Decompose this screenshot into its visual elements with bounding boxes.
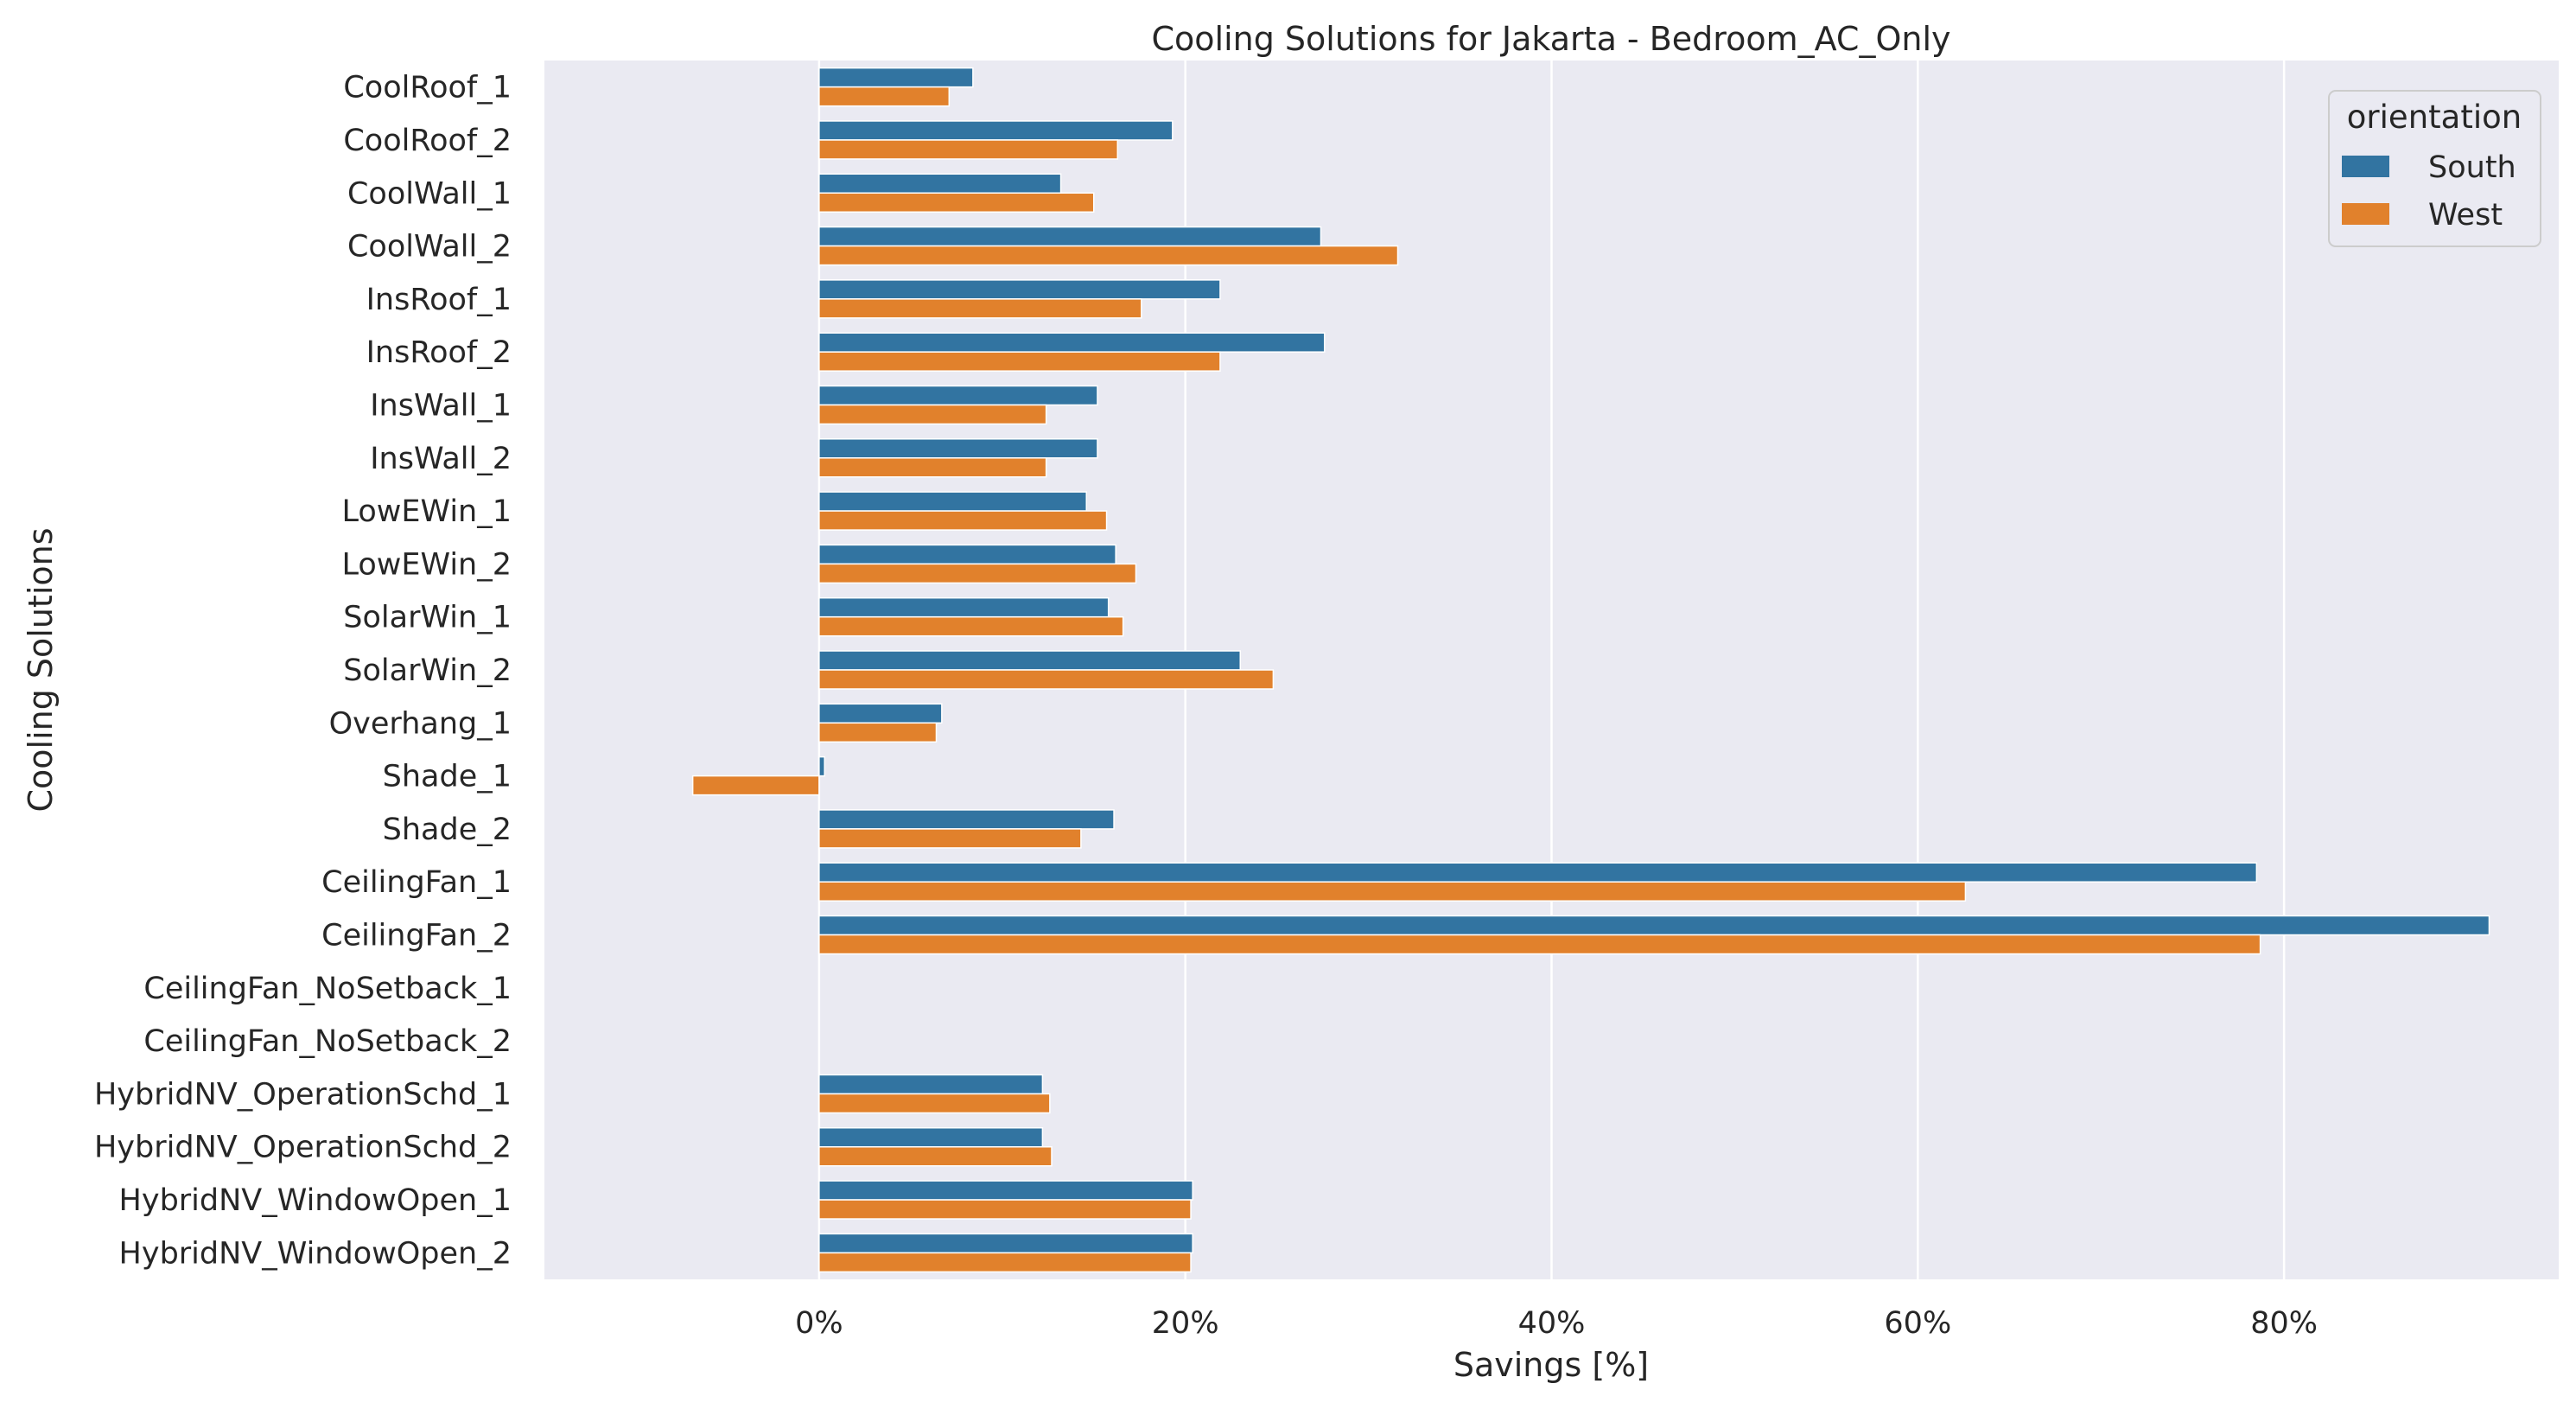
y-tick-label: CeilingFan_1 <box>321 865 512 900</box>
y-tick-label: CeilingFan_NoSetback_1 <box>143 972 512 1006</box>
bar-west-coolwall-1 <box>818 192 1095 214</box>
legend-swatch-south <box>2342 156 2389 177</box>
y-tick-label: CoolRoof_2 <box>343 124 512 158</box>
bar-south-insroof-1 <box>818 279 1221 300</box>
x-axis-title: Savings [%] <box>1453 1346 1649 1384</box>
bar-south-inswall-1 <box>818 385 1098 406</box>
bar-west-insroof-2 <box>818 351 1221 372</box>
bar-west-inswall-2 <box>818 457 1047 478</box>
bar-south-lowewin-2 <box>818 544 1116 565</box>
bar-west-ceilingfan-1 <box>818 881 1967 902</box>
y-tick-label: HybridNV_WindowOpen_1 <box>119 1183 512 1218</box>
bar-south-solarwin-2 <box>818 650 1242 671</box>
bar-south-lowewin-1 <box>818 491 1088 512</box>
y-tick-label: CeilingFan_2 <box>321 919 512 953</box>
bar-south-coolroof-2 <box>818 120 1174 141</box>
y-tick-label: LowEWin_2 <box>341 547 512 582</box>
y-tick-label: SolarWin_1 <box>343 601 512 635</box>
bar-south-shade-1 <box>818 756 825 777</box>
bar-west-overhang-1 <box>818 722 938 743</box>
y-tick-label: Overhang_1 <box>329 706 512 741</box>
x-tick-labels: 0% 20% 40% 60% 80% <box>795 1306 2318 1341</box>
y-tick-label: InsWall_1 <box>370 388 512 423</box>
bar-west-insroof-1 <box>818 298 1142 319</box>
bar-series-group <box>691 67 2490 1273</box>
bar-west-coolwall-2 <box>818 245 1399 266</box>
bar-west-shade-2 <box>818 828 1082 849</box>
y-tick-label: HybridNV_OperationSchd_1 <box>94 1077 512 1112</box>
bar-west-lowewin-2 <box>818 563 1137 584</box>
bar-west-solarwin-1 <box>818 615 1124 637</box>
x-tick-label: 60% <box>1884 1306 1951 1341</box>
bar-south-ceilingfan-1 <box>818 862 2258 883</box>
bar-west-coolroof-1 <box>818 86 951 107</box>
y-tick-label: CoolWall_1 <box>347 176 512 211</box>
legend-label-west: West <box>2428 198 2503 233</box>
bar-west-hybridnv-operationschd-2 <box>818 1145 1053 1167</box>
bar-south-hybridnv-windowopen-2 <box>818 1233 1193 1254</box>
x-tick-label: 20% <box>1152 1306 1219 1341</box>
bar-south-ceilingfan-2 <box>818 915 2490 936</box>
y-tick-label: HybridNV_OperationSchd_2 <box>94 1131 512 1165</box>
bar-south-hybridnv-operationschd-1 <box>818 1074 1044 1095</box>
y-tick-labels: CoolRoof_1 CoolRoof_2 CoolWall_1 CoolWall_2… <box>94 71 512 1272</box>
y-tick-label: Shade_2 <box>383 813 512 847</box>
y-tick-label: LowEWin_1 <box>341 494 512 529</box>
legend-title: orientation <box>2347 99 2522 136</box>
bar-west-coolroof-2 <box>818 139 1119 160</box>
legend-label-south: South <box>2428 150 2516 185</box>
bar-south-inswall-2 <box>818 438 1098 459</box>
bar-west-ceilingfan-2 <box>818 934 2261 955</box>
bar-west-hybridnv-operationschd-1 <box>818 1093 1051 1114</box>
bar-south-overhang-1 <box>818 703 943 724</box>
y-tick-label: CoolWall_2 <box>347 230 512 265</box>
bar-south-coolwall-2 <box>818 226 1322 247</box>
bar-south-hybridnv-windowopen-1 <box>818 1180 1193 1201</box>
y-tick-label: InsRoof_1 <box>366 283 512 317</box>
bar-west-hybridnv-windowopen-2 <box>818 1252 1192 1273</box>
bar-west-hybridnv-windowopen-1 <box>818 1199 1192 1220</box>
bar-south-hybridnv-operationschd-2 <box>818 1126 1044 1148</box>
bar-south-insroof-2 <box>818 332 1326 353</box>
legend: orientation South West <box>2328 90 2541 247</box>
bar-south-shade-2 <box>818 809 1115 830</box>
bar-south-solarwin-1 <box>818 596 1110 618</box>
y-tick-label: InsWall_2 <box>370 442 512 476</box>
x-tick-label: 40% <box>1518 1306 1586 1341</box>
bar-west-inswall-1 <box>818 404 1047 425</box>
legend-swatch-west <box>2342 203 2389 225</box>
y-axis-title: Cooling Solutions <box>22 527 60 812</box>
y-tick-label: InsRoof_2 <box>366 335 512 370</box>
x-tick-label: 80% <box>2250 1306 2318 1341</box>
chart-title: Cooling Solutions for Jakarta - Bedroom_… <box>1151 20 1950 58</box>
bar-south-coolroof-1 <box>818 67 974 88</box>
y-tick-label: CeilingFan_NoSetback_2 <box>143 1024 512 1059</box>
bar-west-solarwin-2 <box>818 669 1275 690</box>
y-tick-label: HybridNV_WindowOpen_2 <box>119 1236 512 1271</box>
y-tick-label: CoolRoof_1 <box>343 71 512 105</box>
bar-west-shade-1 <box>691 775 820 796</box>
y-tick-label: Shade_1 <box>383 760 512 794</box>
x-tick-label: 0% <box>795 1306 843 1341</box>
y-tick-label: SolarWin_2 <box>343 653 512 688</box>
bar-west-lowewin-1 <box>818 510 1108 531</box>
bar-south-coolwall-1 <box>818 173 1062 194</box>
